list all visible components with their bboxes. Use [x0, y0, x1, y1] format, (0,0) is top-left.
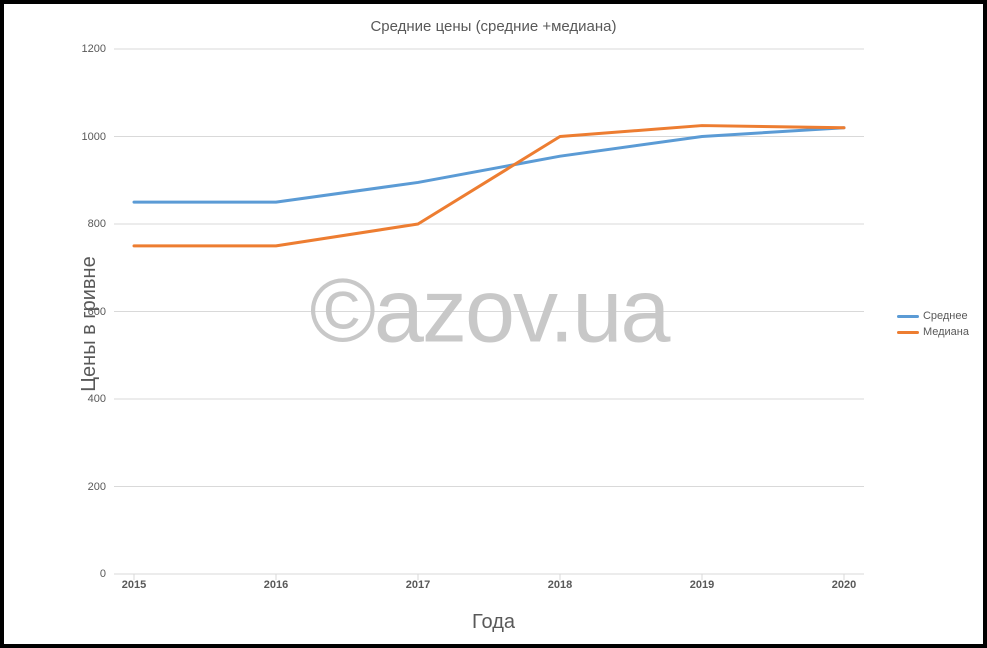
chart-title: Средние цены (средние +медиана)	[4, 18, 983, 35]
y-tick-label: 400	[76, 393, 106, 405]
x-tick-label: 2018	[548, 579, 572, 591]
x-tick-label: 2020	[832, 579, 856, 591]
y-tick-label: 1000	[76, 131, 106, 143]
series-line	[134, 128, 844, 202]
chart-frame: Средние цены (средние +медиана) Цены в г…	[0, 0, 987, 648]
legend: Среднее Медиана	[897, 306, 969, 342]
legend-label: Медиана	[923, 326, 969, 338]
legend-label: Среднее	[923, 310, 968, 322]
y-axis-label: Цены в гривне	[78, 256, 101, 391]
legend-item: Медиана	[897, 326, 969, 338]
y-tick-label: 200	[76, 481, 106, 493]
x-tick-label: 2016	[264, 579, 288, 591]
y-tick-label: 800	[76, 218, 106, 230]
x-tick-label: 2015	[122, 579, 146, 591]
y-tick-label: 0	[76, 568, 106, 580]
legend-swatch	[897, 331, 919, 334]
x-tick-label: 2019	[690, 579, 714, 591]
x-tick-label: 2017	[406, 579, 430, 591]
x-axis-label: Года	[472, 611, 515, 634]
y-tick-label: 600	[76, 306, 106, 318]
series-line	[134, 126, 844, 246]
legend-swatch	[897, 315, 919, 318]
plot-area: ©azov.ua 0200400600800100012002015201620…	[114, 49, 864, 574]
legend-item: Среднее	[897, 310, 969, 322]
y-tick-label: 1200	[76, 43, 106, 55]
chart-svg	[114, 49, 864, 574]
